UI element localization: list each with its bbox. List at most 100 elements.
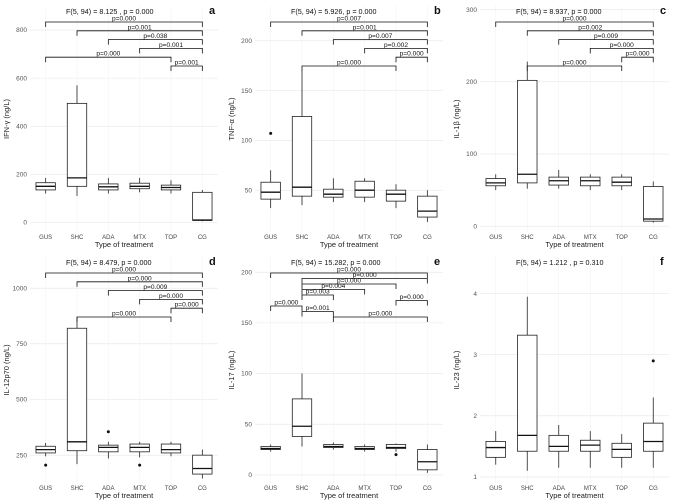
box-shc	[291, 70, 313, 206]
box-ada	[548, 424, 569, 468]
bracket-line	[301, 278, 428, 284]
y-tick-label: 3	[473, 352, 477, 359]
x-tick-label: ADA	[553, 235, 565, 241]
p-value-label: p=0.001	[159, 42, 183, 49]
significance-bracket: p=0.001	[76, 24, 203, 36]
p-value-label: p=0.007	[337, 16, 361, 23]
p-value-label: p=0.001	[306, 305, 330, 312]
x-tick-label: TOP	[165, 486, 177, 492]
box-iqr	[192, 191, 213, 221]
x-tick-label: SHC	[521, 486, 534, 492]
x-axis-title: Type of treatment	[95, 491, 154, 500]
y-tick-label: 200	[241, 269, 252, 276]
x-tick-label: MTX	[584, 486, 597, 492]
bracket-line	[301, 289, 366, 295]
significance-bracket: p=0.007	[270, 16, 428, 27]
panel-letter: f	[660, 256, 664, 268]
box-ada	[323, 178, 344, 203]
significance-bracket: p=0.000	[270, 300, 303, 311]
significance-bracket: p=0.000	[621, 51, 654, 63]
y-tick-label: 1	[473, 474, 477, 481]
bracket-line	[526, 65, 623, 71]
bracket-line	[526, 30, 654, 36]
x-tick-label: GUS	[264, 235, 277, 241]
box-iqr	[323, 188, 344, 198]
box-ada	[548, 169, 569, 189]
bracket-line	[301, 294, 334, 300]
bracket-line	[301, 311, 334, 317]
y-tick-label: 250	[16, 452, 27, 459]
p-value-label: p=0.004	[321, 283, 345, 290]
significance-bracket: p=0.000	[170, 302, 203, 314]
bracket-line	[270, 305, 303, 311]
y-axis-title: IL-1β (ng/L)	[452, 99, 461, 138]
bracket-line	[589, 48, 654, 54]
x-axis-title: Type of treatment	[320, 240, 379, 249]
bracket-line	[45, 21, 203, 27]
box-gus	[35, 442, 56, 467]
p-value-label: p=0.001	[175, 60, 199, 67]
outlier-point	[106, 430, 110, 434]
box-iqr	[485, 178, 506, 187]
x-tick-label: CG	[423, 235, 432, 241]
p-value-label: p=0.000	[625, 51, 649, 58]
y-tick-label: 800	[16, 27, 27, 34]
y-tick-label: 100	[466, 151, 477, 158]
p-value-label: p=0.000	[274, 300, 298, 307]
significance-bracket: p=0.004	[301, 283, 366, 295]
significance-bracket: p=0.009	[558, 33, 654, 45]
y-tick-label: 100	[241, 371, 252, 378]
bracket-line	[139, 299, 203, 305]
x-tick-label: CG	[649, 486, 658, 492]
box-ada	[98, 177, 119, 194]
p-value-label: p=0.038	[143, 33, 167, 40]
x-tick-label: SHC	[296, 486, 309, 492]
box-iqr	[98, 444, 119, 453]
box-top	[611, 174, 632, 191]
stat-text: F(5, 94) = 8.479, p = 0.000	[66, 258, 152, 267]
p-value-label: p=0.000	[112, 267, 136, 274]
y-tick-label: 0	[473, 223, 477, 230]
p-value-label: p=0.000	[128, 275, 152, 282]
significance-bracket: p=0.038	[107, 33, 203, 45]
p-value-label: p=0.000	[175, 302, 199, 309]
significance-bracket: p=0.000	[45, 16, 203, 27]
significance-bracket: p=0.000	[589, 42, 654, 54]
box-iqr	[580, 176, 601, 187]
y-tick-label: 2	[473, 413, 477, 420]
box-gus	[260, 444, 281, 452]
x-tick-label: GUS	[489, 486, 502, 492]
p-value-label: p=0.000	[112, 311, 136, 318]
x-tick-label: MTX	[133, 235, 146, 241]
x-tick-label: MTX	[358, 486, 371, 492]
y-tick-label: 1000	[13, 285, 28, 292]
box-iqr	[485, 441, 506, 458]
box-cg	[417, 444, 438, 473]
y-tick-label: 50	[245, 187, 253, 194]
bracket-line	[45, 56, 172, 63]
box-iqr	[354, 180, 375, 198]
x-tick-label: TOP	[165, 235, 177, 241]
x-tick-label: TOP	[616, 486, 628, 492]
p-value-label: p=0.000	[562, 60, 586, 67]
box-shc	[517, 296, 538, 471]
box-iqr	[517, 334, 538, 452]
bracket-line	[139, 48, 203, 54]
p-value-label: p=0.001	[128, 24, 152, 31]
p-value-label: p=0.000	[337, 278, 361, 285]
box-gus	[485, 431, 506, 465]
box-gus	[485, 174, 506, 191]
x-tick-label: SHC	[296, 235, 309, 241]
stat-text: F(5, 94) = 8.937, p = 0.000	[516, 7, 602, 16]
p-value-label: p=0.000	[400, 51, 424, 58]
box-iqr	[291, 398, 313, 437]
significance-bracket: p=0.001	[301, 305, 334, 317]
bracket-line	[270, 21, 428, 27]
bracket-line	[301, 283, 397, 289]
panel-letter: b	[434, 5, 441, 17]
y-tick-label: 300	[466, 7, 477, 14]
box-iqr	[260, 181, 281, 200]
p-value-label: p=0.000	[112, 16, 136, 23]
bracket-line	[107, 290, 203, 296]
